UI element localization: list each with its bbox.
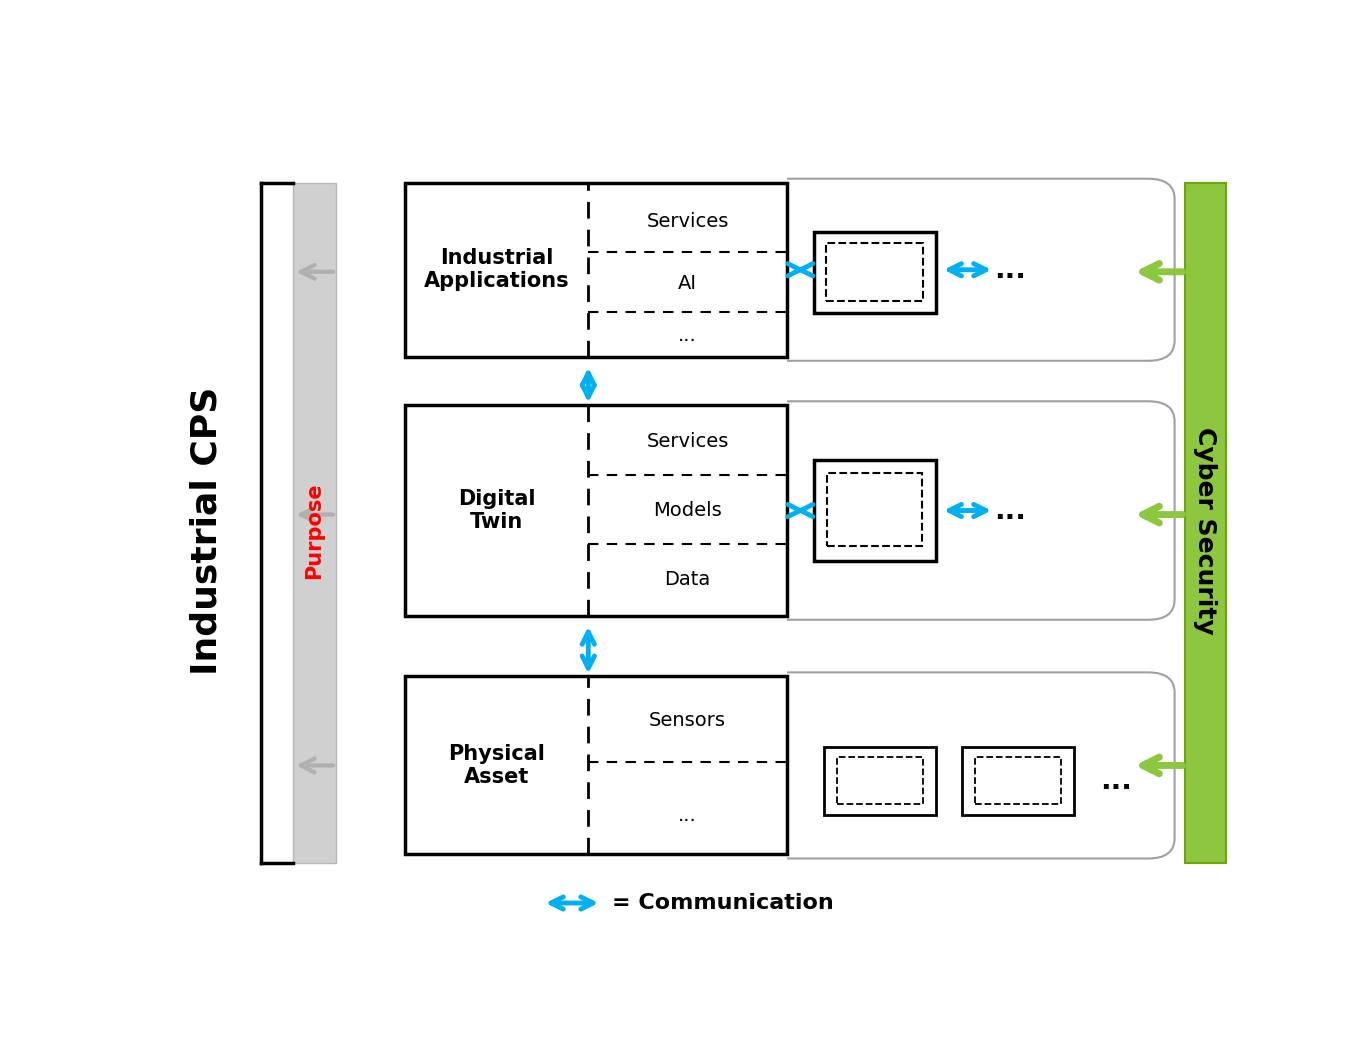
Bar xyxy=(814,232,936,313)
Text: Purpose: Purpose xyxy=(304,482,325,579)
Bar xyxy=(406,406,786,616)
Text: Data: Data xyxy=(664,571,711,590)
Bar xyxy=(825,746,936,816)
Bar xyxy=(406,183,786,356)
Bar xyxy=(406,677,786,854)
Text: Physical
Asset: Physical Asset xyxy=(448,744,545,787)
Text: ...: ... xyxy=(995,496,1026,524)
Text: Cyber Security: Cyber Security xyxy=(1193,427,1218,635)
Bar xyxy=(814,460,936,561)
Bar xyxy=(293,183,336,863)
Bar xyxy=(827,473,922,547)
Bar xyxy=(826,243,923,302)
Text: ...: ... xyxy=(1100,767,1132,795)
Text: ...: ... xyxy=(678,806,697,825)
Text: = Communication: = Communication xyxy=(612,893,833,913)
Text: ...: ... xyxy=(678,327,697,346)
Text: Digital
Twin: Digital Twin xyxy=(458,489,536,532)
Bar xyxy=(962,746,1074,816)
Text: Industrial CPS: Industrial CPS xyxy=(189,387,223,675)
Text: Services: Services xyxy=(647,211,729,230)
Bar xyxy=(1185,183,1226,863)
Text: Models: Models xyxy=(653,501,722,520)
Text: Industrial
Applications: Industrial Applications xyxy=(423,248,570,291)
Bar xyxy=(837,757,923,804)
Text: Services: Services xyxy=(647,432,729,451)
Text: AI: AI xyxy=(678,274,697,293)
Text: Sensors: Sensors xyxy=(649,712,726,730)
Bar xyxy=(975,757,1060,804)
Text: ...: ... xyxy=(995,255,1026,284)
